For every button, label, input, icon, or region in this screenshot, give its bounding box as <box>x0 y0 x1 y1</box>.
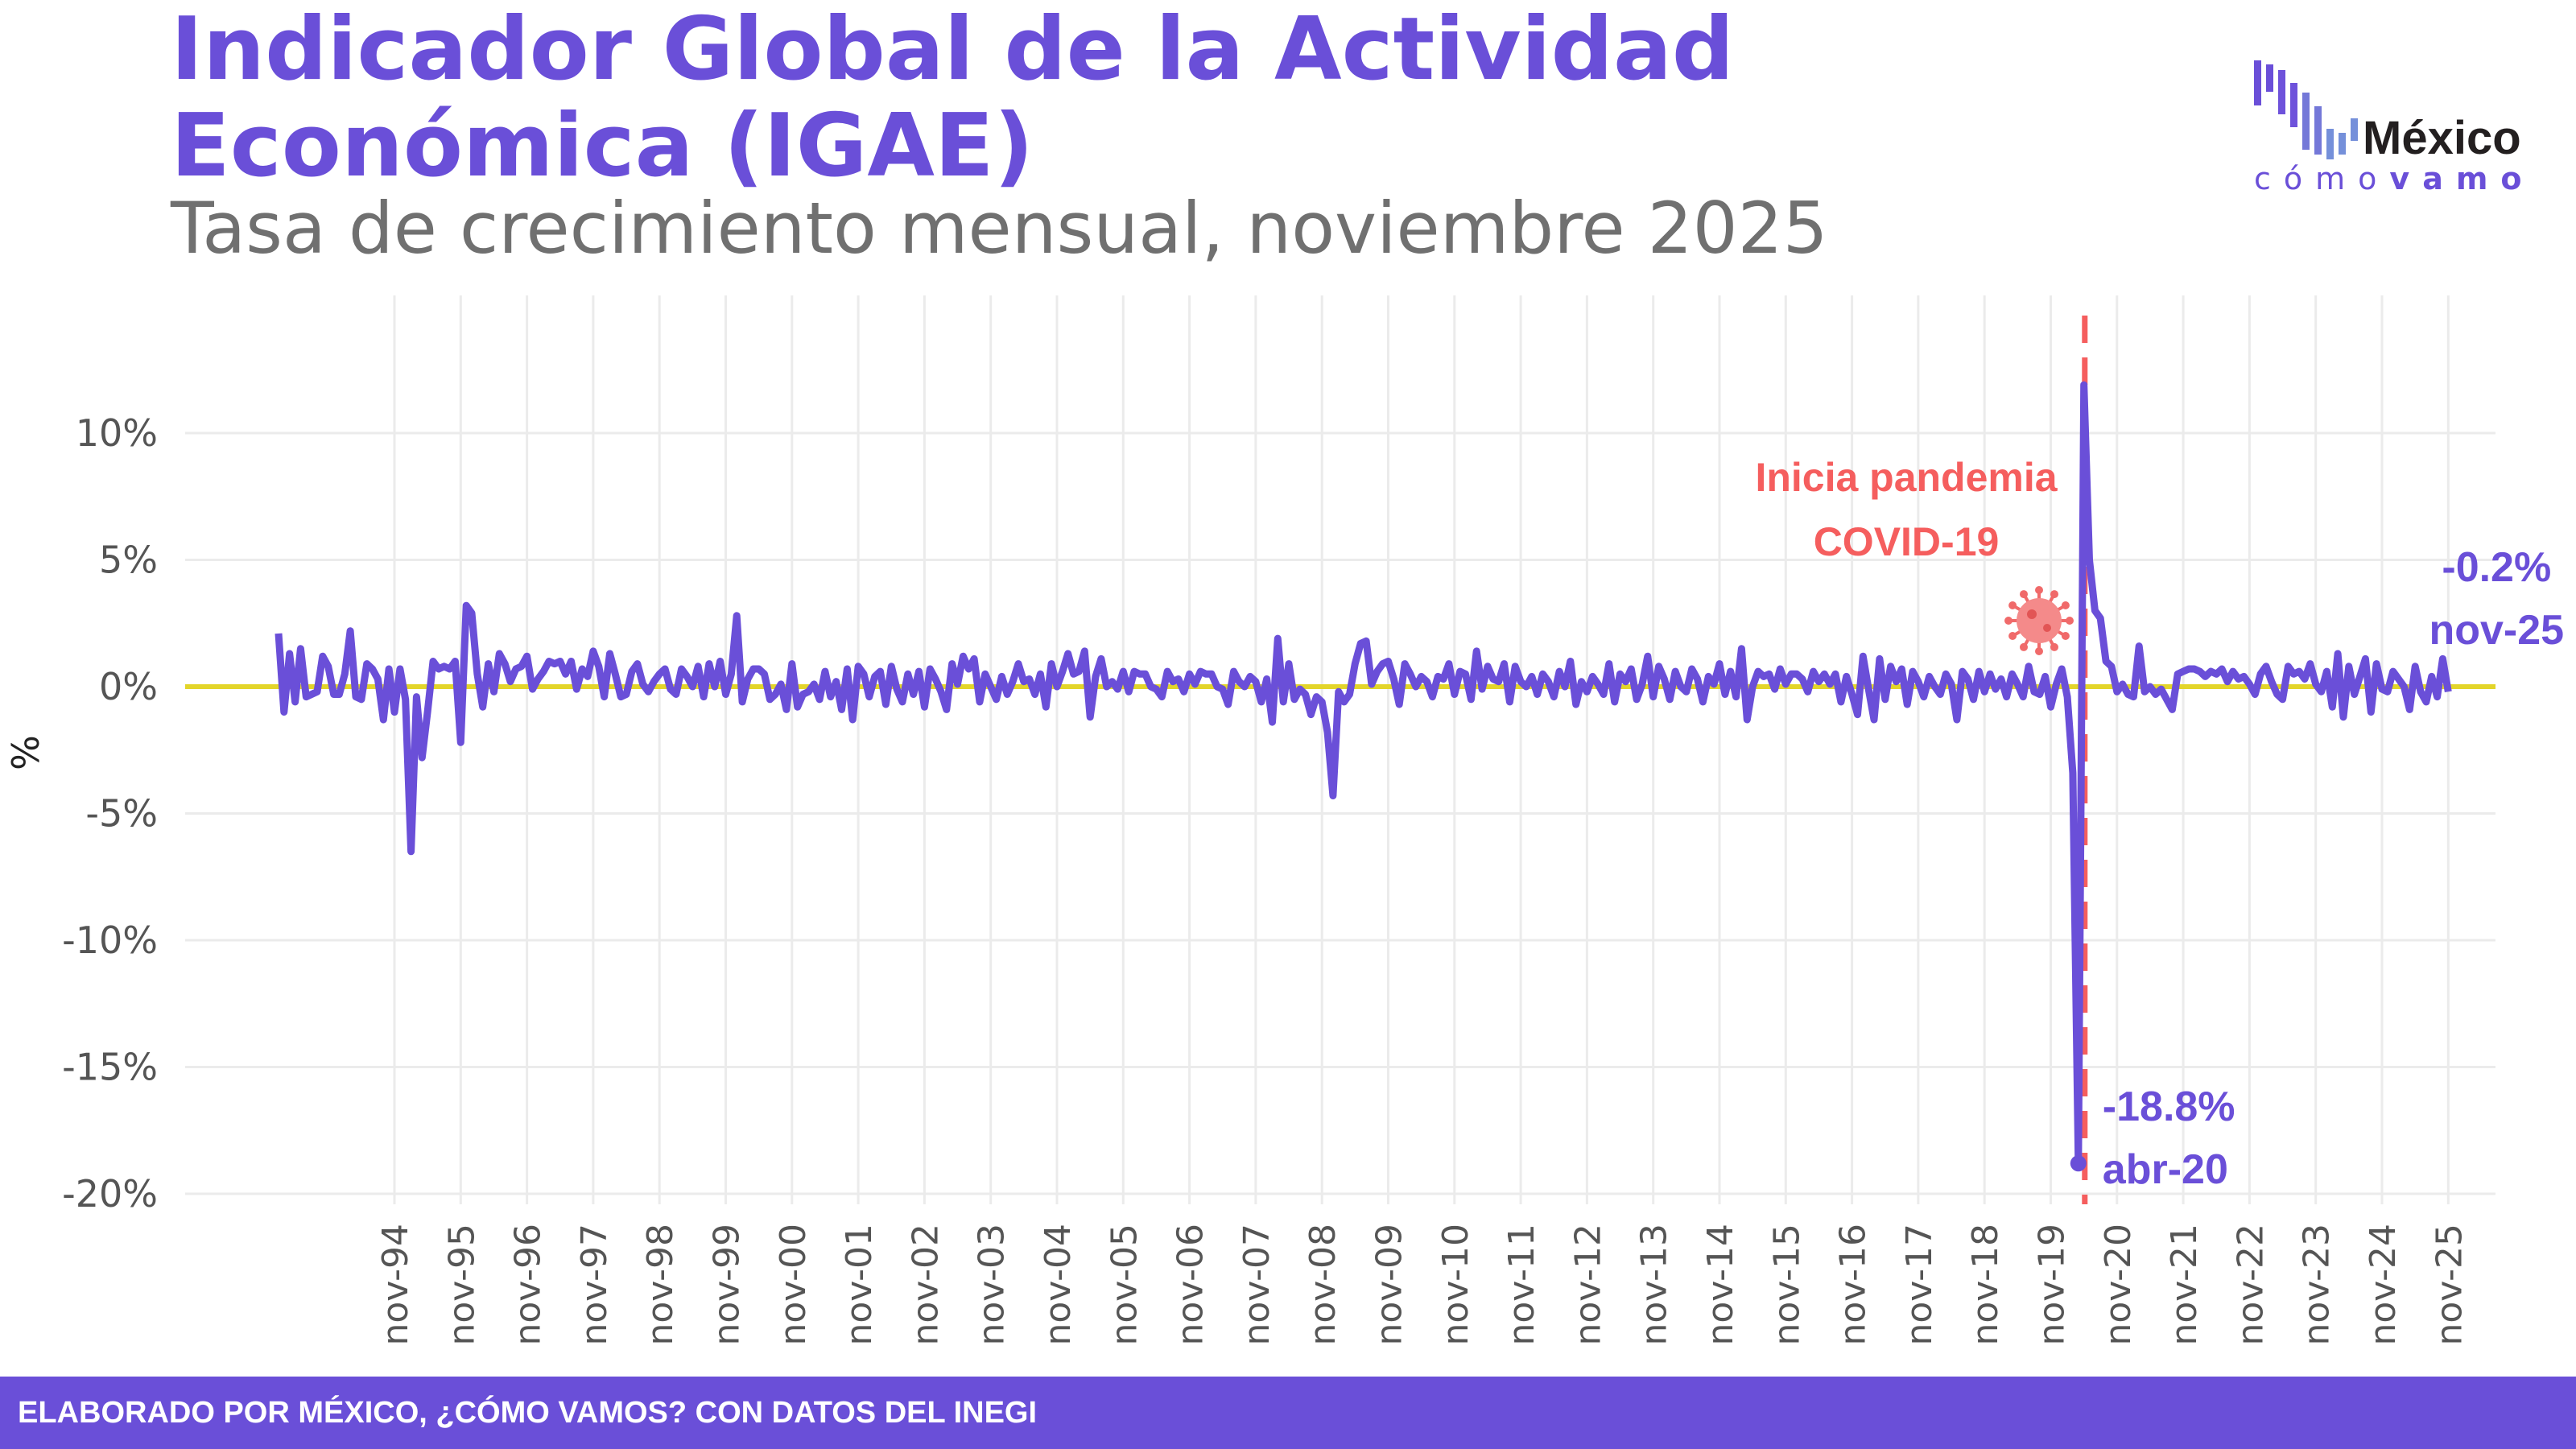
x-tick-label: nov-19 <box>2032 1224 2073 1346</box>
x-tick-label: nov-97 <box>574 1224 615 1346</box>
virus-spike-tip <box>2004 617 2013 625</box>
virus-spike-tip <box>2008 601 2017 609</box>
x-tick-label: nov-05 <box>1104 1224 1145 1346</box>
x-tick-label: nov-00 <box>773 1224 814 1346</box>
footer-credit: ELABORADO POR MÉXICO, ¿CÓMO VAMOS? CON D… <box>18 1396 1038 1430</box>
virus-body <box>2017 598 2062 643</box>
x-tick-label: nov-08 <box>1302 1224 1344 1346</box>
virus-spike-tip <box>2008 632 2017 640</box>
x-tick-label: nov-96 <box>508 1224 549 1346</box>
x-tick-label: nov-94 <box>375 1224 416 1346</box>
y-axis-label: % <box>4 735 47 770</box>
virus-spot <box>2043 624 2051 632</box>
pandemic-annotation-line1: Inicia pandemia <box>1755 455 2058 500</box>
virus-spike-tip <box>2050 590 2058 599</box>
virus-spike-tip <box>2066 617 2074 625</box>
min-point-marker <box>2070 1155 2087 1172</box>
last-value-label: -0.2% <box>2442 544 2551 591</box>
virus-spike-tip <box>2035 586 2043 594</box>
x-tick-label: nov-95 <box>441 1224 482 1346</box>
virus-spike-tip <box>2020 590 2028 599</box>
x-tick-label: nov-03 <box>972 1224 1013 1346</box>
last-date-label: nov-25 <box>2429 607 2564 654</box>
x-tick-label: nov-01 <box>839 1224 880 1346</box>
x-tick-label: nov-04 <box>1038 1224 1079 1346</box>
x-tick-label: nov-13 <box>1634 1224 1675 1346</box>
y-tick-label: -15% <box>62 1046 158 1089</box>
x-tick-label: nov-21 <box>2164 1224 2205 1346</box>
title-line-1: Indicador Global de la Actividad <box>171 0 1735 100</box>
x-tick-label: nov-11 <box>1501 1224 1542 1346</box>
x-tick-label: nov-18 <box>1965 1224 2006 1346</box>
x-tick-label: nov-02 <box>905 1224 946 1346</box>
series-line <box>275 381 2452 1167</box>
virus-spot <box>2027 609 2037 619</box>
y-tick-label: -20% <box>62 1172 158 1216</box>
logo: México cómovamos <box>2254 60 2528 196</box>
x-tick-label: nov-07 <box>1236 1224 1278 1346</box>
chart-subtitle: Tasa de crecimiento mensual, noviembre 2… <box>171 187 1828 270</box>
grid <box>185 295 2496 1204</box>
logo-word-como: cómovamos <box>2254 161 2528 196</box>
virus-spike-tip <box>2020 642 2028 651</box>
y-tick-label: 10% <box>76 411 158 455</box>
x-tick-label: nov-23 <box>2297 1224 2338 1346</box>
x-tick-label: nov-24 <box>2363 1224 2404 1346</box>
virus-spike-tip <box>2061 601 2070 609</box>
virus-spike-tip <box>2050 642 2058 651</box>
x-tick-label: nov-12 <box>1567 1224 1608 1346</box>
virus-spike-tip <box>2061 632 2070 640</box>
y-tick-label: 5% <box>99 539 158 582</box>
virus-icon <box>2004 586 2074 655</box>
x-tick-label: nov-16 <box>1833 1224 1874 1346</box>
x-tick-label: nov-14 <box>1700 1224 1741 1346</box>
logo-word-mexico: México <box>2363 112 2521 164</box>
footer-banner: ELABORADO POR MÉXICO, ¿CÓMO VAMOS? CON D… <box>0 1377 2576 1449</box>
x-axis-ticks: nov-94 nov-95 nov-96 nov-97 nov-98 nov-99 nov-… <box>375 1224 2470 1346</box>
min-date-label: abr-20 <box>2103 1146 2228 1193</box>
logo-bars-icon <box>2254 60 2358 159</box>
y-tick-label: -5% <box>85 792 158 836</box>
x-tick-label: nov-15 <box>1766 1224 1807 1346</box>
line-chart: 10%5%0%-5%-10%-15%-20% nov-94 nov-95 nov-9… <box>4 295 2564 1346</box>
x-tick-label: nov-25 <box>2429 1224 2470 1346</box>
x-tick-label: nov-22 <box>2230 1224 2271 1346</box>
x-tick-label: nov-06 <box>1170 1224 1212 1346</box>
min-value-label: -18.8% <box>2103 1084 2235 1130</box>
x-tick-label: nov-17 <box>1899 1224 1940 1346</box>
x-tick-label: nov-10 <box>1435 1224 1476 1346</box>
x-tick-label: nov-99 <box>707 1224 748 1346</box>
x-tick-label: nov-98 <box>640 1224 681 1346</box>
x-tick-label: nov-09 <box>1369 1224 1410 1346</box>
y-tick-label: 0% <box>99 665 158 708</box>
virus-spike-tip <box>2035 647 2043 655</box>
chart-title: Indicador Global de la Actividad Económic… <box>171 2 1734 195</box>
y-tick-label: -10% <box>62 919 158 962</box>
y-axis-ticks: 10% 5% 0% -5% -10% -15% -20% <box>62 411 158 1216</box>
x-tick-label: nov-20 <box>2098 1224 2139 1346</box>
title-line-2: Económica (IGAE) <box>171 96 1034 196</box>
pandemic-annotation-line2: COVID-19 <box>1814 519 2000 564</box>
